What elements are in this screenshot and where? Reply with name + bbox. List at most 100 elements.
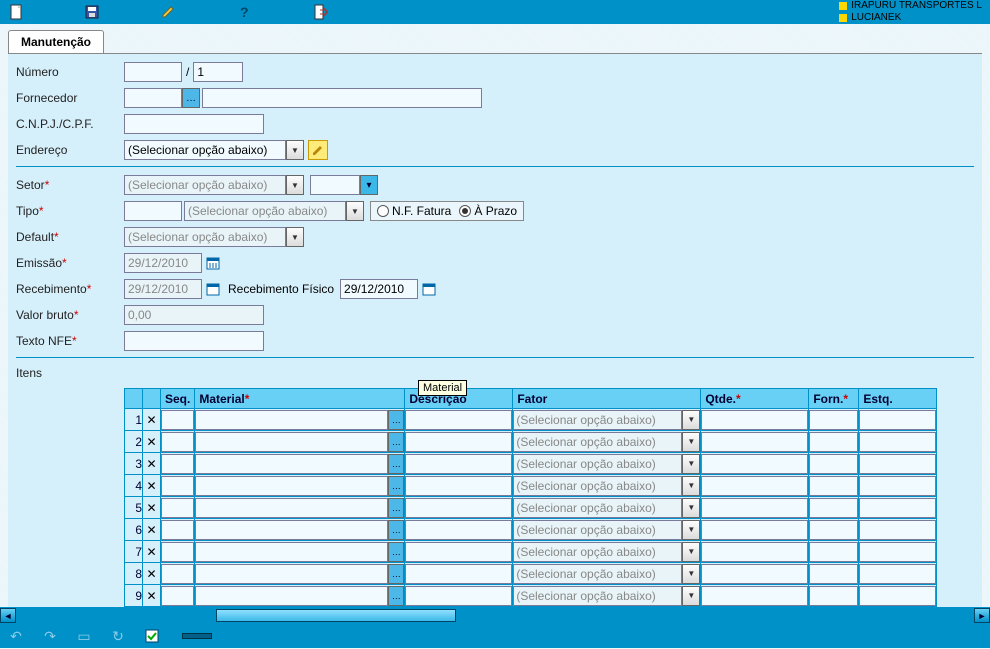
fator-select[interactable] bbox=[513, 586, 682, 606]
forn-input[interactable] bbox=[809, 432, 858, 452]
forn-input[interactable] bbox=[809, 542, 858, 562]
fator-dropdown-button[interactable] bbox=[682, 498, 700, 518]
forn-input[interactable] bbox=[809, 520, 858, 540]
row-delete-button[interactable]: ✕ bbox=[143, 519, 161, 541]
fator-select[interactable] bbox=[513, 520, 682, 540]
nav-refresh-icon[interactable]: ↻ bbox=[110, 628, 126, 644]
row-delete-button[interactable]: ✕ bbox=[143, 409, 161, 431]
material-input[interactable] bbox=[195, 454, 388, 474]
save-icon[interactable] bbox=[84, 4, 100, 20]
seq-input[interactable] bbox=[161, 586, 194, 606]
material-input[interactable] bbox=[195, 564, 388, 584]
seq-input[interactable] bbox=[161, 454, 194, 474]
descricao-input[interactable] bbox=[405, 520, 512, 540]
row-delete-button[interactable]: ✕ bbox=[143, 585, 161, 607]
qtde-input[interactable] bbox=[701, 476, 808, 496]
cnpj-input[interactable] bbox=[124, 114, 264, 134]
fator-select[interactable] bbox=[513, 432, 682, 452]
seq-input[interactable] bbox=[161, 410, 194, 430]
forn-input[interactable] bbox=[809, 476, 858, 496]
seq-input[interactable] bbox=[161, 542, 194, 562]
valor-bruto-input[interactable] bbox=[124, 305, 264, 325]
material-input[interactable] bbox=[195, 410, 388, 430]
setor-code-input[interactable] bbox=[310, 175, 360, 195]
emissao-calendar-button[interactable] bbox=[204, 254, 222, 272]
forn-input[interactable] bbox=[809, 454, 858, 474]
fator-dropdown-button[interactable] bbox=[682, 410, 700, 430]
descricao-input[interactable] bbox=[405, 432, 512, 452]
descricao-input[interactable] bbox=[405, 454, 512, 474]
endereco-edit-button[interactable] bbox=[308, 140, 328, 160]
qtde-input[interactable] bbox=[701, 498, 808, 518]
estq-input[interactable] bbox=[859, 520, 936, 540]
help-icon[interactable]: ? bbox=[236, 4, 252, 20]
forn-input[interactable] bbox=[809, 410, 858, 430]
fator-dropdown-button[interactable] bbox=[682, 564, 700, 584]
default-dropdown-button[interactable] bbox=[286, 227, 304, 247]
row-delete-button[interactable]: ✕ bbox=[143, 475, 161, 497]
exit-icon[interactable] bbox=[312, 4, 328, 20]
descricao-input[interactable] bbox=[405, 586, 512, 606]
estq-input[interactable] bbox=[859, 432, 936, 452]
forn-input[interactable] bbox=[809, 586, 858, 606]
material-input[interactable] bbox=[195, 432, 388, 452]
material-input[interactable] bbox=[195, 476, 388, 496]
material-input[interactable] bbox=[195, 586, 388, 606]
row-delete-button[interactable]: ✕ bbox=[143, 563, 161, 585]
material-lookup-button[interactable]: … bbox=[388, 498, 404, 518]
row-delete-button[interactable]: ✕ bbox=[143, 497, 161, 519]
numero-input-1[interactable] bbox=[124, 62, 182, 82]
horizontal-scrollbar[interactable]: ◄ ► bbox=[0, 607, 990, 624]
estq-input[interactable] bbox=[859, 476, 936, 496]
radio-nf-fatura[interactable]: N.F. Fatura bbox=[377, 204, 451, 218]
fator-select[interactable] bbox=[513, 410, 682, 430]
numero-input-2[interactable] bbox=[193, 62, 243, 82]
fator-select[interactable] bbox=[513, 498, 682, 518]
estq-input[interactable] bbox=[859, 542, 936, 562]
descricao-input[interactable] bbox=[405, 410, 512, 430]
fator-dropdown-button[interactable] bbox=[682, 586, 700, 606]
endereco-select[interactable] bbox=[124, 140, 286, 160]
fornecedor-name-input[interactable] bbox=[202, 88, 482, 108]
tipo-code-input[interactable] bbox=[124, 201, 182, 221]
qtde-input[interactable] bbox=[701, 454, 808, 474]
radio-a-prazo[interactable]: À Prazo bbox=[459, 204, 517, 218]
material-input[interactable] bbox=[195, 542, 388, 562]
row-delete-button[interactable]: ✕ bbox=[143, 431, 161, 453]
recebimento-date-input[interactable] bbox=[124, 279, 202, 299]
scroll-left-button[interactable]: ◄ bbox=[0, 608, 16, 623]
material-lookup-button[interactable]: … bbox=[388, 432, 404, 452]
scroll-right-button[interactable]: ► bbox=[974, 608, 990, 623]
seq-input[interactable] bbox=[161, 476, 194, 496]
seq-input[interactable] bbox=[161, 498, 194, 518]
texto-nfe-input[interactable] bbox=[124, 331, 264, 351]
qtde-input[interactable] bbox=[701, 410, 808, 430]
tipo-dropdown-button[interactable] bbox=[346, 201, 364, 221]
material-input[interactable] bbox=[195, 520, 388, 540]
material-lookup-button[interactable]: … bbox=[388, 586, 404, 606]
row-delete-button[interactable]: ✕ bbox=[143, 541, 161, 563]
fator-dropdown-button[interactable] bbox=[682, 520, 700, 540]
estq-input[interactable] bbox=[859, 454, 936, 474]
fator-dropdown-button[interactable] bbox=[682, 542, 700, 562]
descricao-input[interactable] bbox=[405, 498, 512, 518]
qtde-input[interactable] bbox=[701, 542, 808, 562]
fornecedor-lookup-button[interactable]: … bbox=[182, 88, 200, 108]
material-lookup-button[interactable]: … bbox=[388, 564, 404, 584]
scroll-thumb[interactable] bbox=[216, 609, 456, 622]
setor-lookup-button[interactable]: ▾ bbox=[360, 175, 378, 195]
fornecedor-code-input[interactable] bbox=[124, 88, 182, 108]
seq-input[interactable] bbox=[161, 432, 194, 452]
seq-input[interactable] bbox=[161, 564, 194, 584]
estq-input[interactable] bbox=[859, 498, 936, 518]
estq-input[interactable] bbox=[859, 586, 936, 606]
material-lookup-button[interactable]: … bbox=[388, 520, 404, 540]
recebimento-fisico-calendar-button[interactable] bbox=[420, 280, 438, 298]
qtde-input[interactable] bbox=[701, 586, 808, 606]
nav-stop-icon[interactable]: ▭ bbox=[76, 628, 92, 644]
nav-check-icon[interactable] bbox=[144, 628, 160, 644]
descricao-input[interactable] bbox=[405, 476, 512, 496]
default-select[interactable] bbox=[124, 227, 286, 247]
fator-select[interactable] bbox=[513, 476, 682, 496]
material-lookup-button[interactable]: … bbox=[388, 410, 404, 430]
